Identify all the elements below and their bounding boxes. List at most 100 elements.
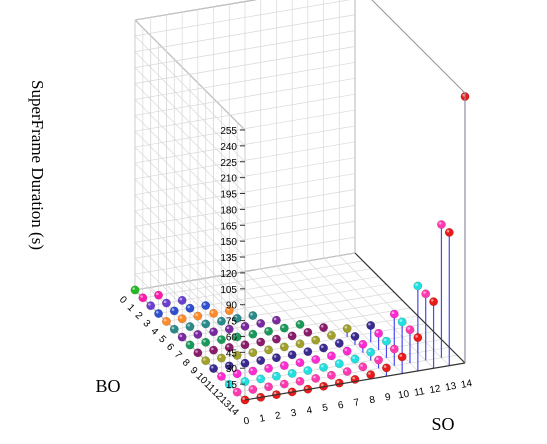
data-point-highlight	[179, 297, 183, 301]
z-tick-label: 210	[220, 174, 237, 185]
front-edge-bo-end	[244, 362, 466, 401]
data-point-highlight	[313, 356, 316, 360]
data-point-highlight	[273, 392, 277, 395]
data-point	[201, 301, 211, 310]
data-point	[350, 354, 360, 364]
data-point-highlight	[210, 347, 214, 351]
z-tick-label: 45	[226, 348, 238, 359]
data-point-highlight	[250, 368, 253, 372]
x-tick-label: 7	[353, 397, 361, 409]
data-point	[209, 308, 219, 318]
data-point	[248, 329, 258, 339]
data-point-highlight	[195, 350, 198, 353]
data-point-highlight	[226, 307, 230, 311]
data-point	[389, 309, 399, 319]
y-tick-label: 8	[180, 357, 192, 369]
data-point	[413, 333, 423, 343]
y-axis-label-bo: BO	[95, 376, 120, 396]
data-point-highlight	[203, 321, 206, 324]
data-point-highlight	[407, 327, 411, 330]
data-point	[295, 339, 305, 349]
x-tick-label: 11	[413, 386, 426, 399]
z-tick-label: 15	[226, 380, 238, 391]
data-point-highlight	[415, 335, 418, 338]
data-point-highlight	[187, 342, 190, 345]
data-point	[279, 379, 289, 389]
data-point-highlight	[234, 352, 238, 356]
data-point-highlight	[462, 93, 466, 97]
data-point	[421, 289, 431, 299]
data-point-highlight	[383, 338, 387, 342]
z-tick-label: 30	[226, 364, 238, 375]
data-point	[358, 362, 368, 372]
box-edge-top	[371, 0, 466, 94]
data-point	[264, 363, 274, 373]
data-point-highlight	[250, 386, 253, 390]
x-tick-label: 9	[384, 392, 392, 404]
data-point	[444, 227, 454, 237]
data-point-highlight	[218, 318, 222, 322]
data-point	[256, 337, 266, 347]
data-point-highlight	[273, 336, 277, 340]
data-point-highlight	[297, 378, 301, 382]
data-point-highlight	[140, 295, 143, 298]
data-point	[154, 309, 164, 319]
data-point	[311, 335, 321, 345]
data-point-highlight	[226, 326, 230, 330]
y-tick-label: 3	[140, 318, 152, 330]
x-tick-label: 0	[243, 416, 251, 428]
data-point-highlight	[305, 386, 308, 390]
data-point	[287, 369, 297, 378]
data-point-highlight	[368, 349, 371, 353]
data-point-highlight	[163, 318, 167, 322]
data-point-highlight	[234, 371, 238, 374]
data-point	[366, 321, 376, 330]
x-tick-label: 6	[337, 400, 345, 412]
z-tick-label: 120	[220, 269, 237, 280]
floor-gridline	[166, 284, 387, 322]
x-tick-label: 5	[321, 402, 329, 414]
data-point	[201, 356, 211, 366]
data-point	[366, 370, 376, 380]
data-point-highlight	[265, 365, 269, 369]
data-point	[295, 319, 305, 329]
data-point-highlight	[289, 389, 293, 392]
data-point	[295, 376, 305, 386]
data-point	[240, 358, 250, 368]
data-point-highlight	[391, 346, 395, 350]
z-tick-label: 240	[220, 142, 237, 153]
z-tick-label: 60	[226, 332, 238, 343]
data-point-highlight	[273, 317, 277, 321]
data-point	[201, 337, 211, 347]
data-point-highlight	[258, 394, 261, 398]
data-point	[342, 367, 352, 377]
data-point	[319, 343, 329, 353]
data-point	[295, 358, 305, 368]
data-point-highlight	[352, 356, 356, 359]
data-point	[201, 319, 211, 329]
data-point	[366, 347, 376, 357]
data-point	[216, 371, 226, 381]
data-point-highlight	[375, 357, 379, 361]
data-point	[342, 324, 352, 334]
data-point	[381, 336, 391, 346]
data-point-highlight	[258, 376, 261, 379]
data-point	[271, 334, 281, 344]
data-point	[374, 355, 384, 365]
data-point-highlight	[336, 361, 340, 364]
data-point	[177, 295, 187, 305]
data-point-highlight	[368, 322, 371, 326]
z-axis-label: SuperFrame Duration (s)	[28, 80, 47, 250]
data-point-highlight	[265, 347, 269, 350]
data-point-highlight	[297, 360, 301, 363]
data-point	[264, 326, 274, 336]
data-point-highlight	[328, 353, 332, 356]
data-point	[279, 342, 289, 352]
data-point-highlight	[179, 334, 183, 338]
data-point-highlight	[265, 328, 269, 332]
data-point-highlight	[234, 334, 238, 337]
data-point	[240, 340, 250, 350]
x-tick-label: 10	[397, 389, 410, 402]
data-stems	[322, 96, 466, 379]
x-tick-label: 8	[369, 394, 377, 406]
